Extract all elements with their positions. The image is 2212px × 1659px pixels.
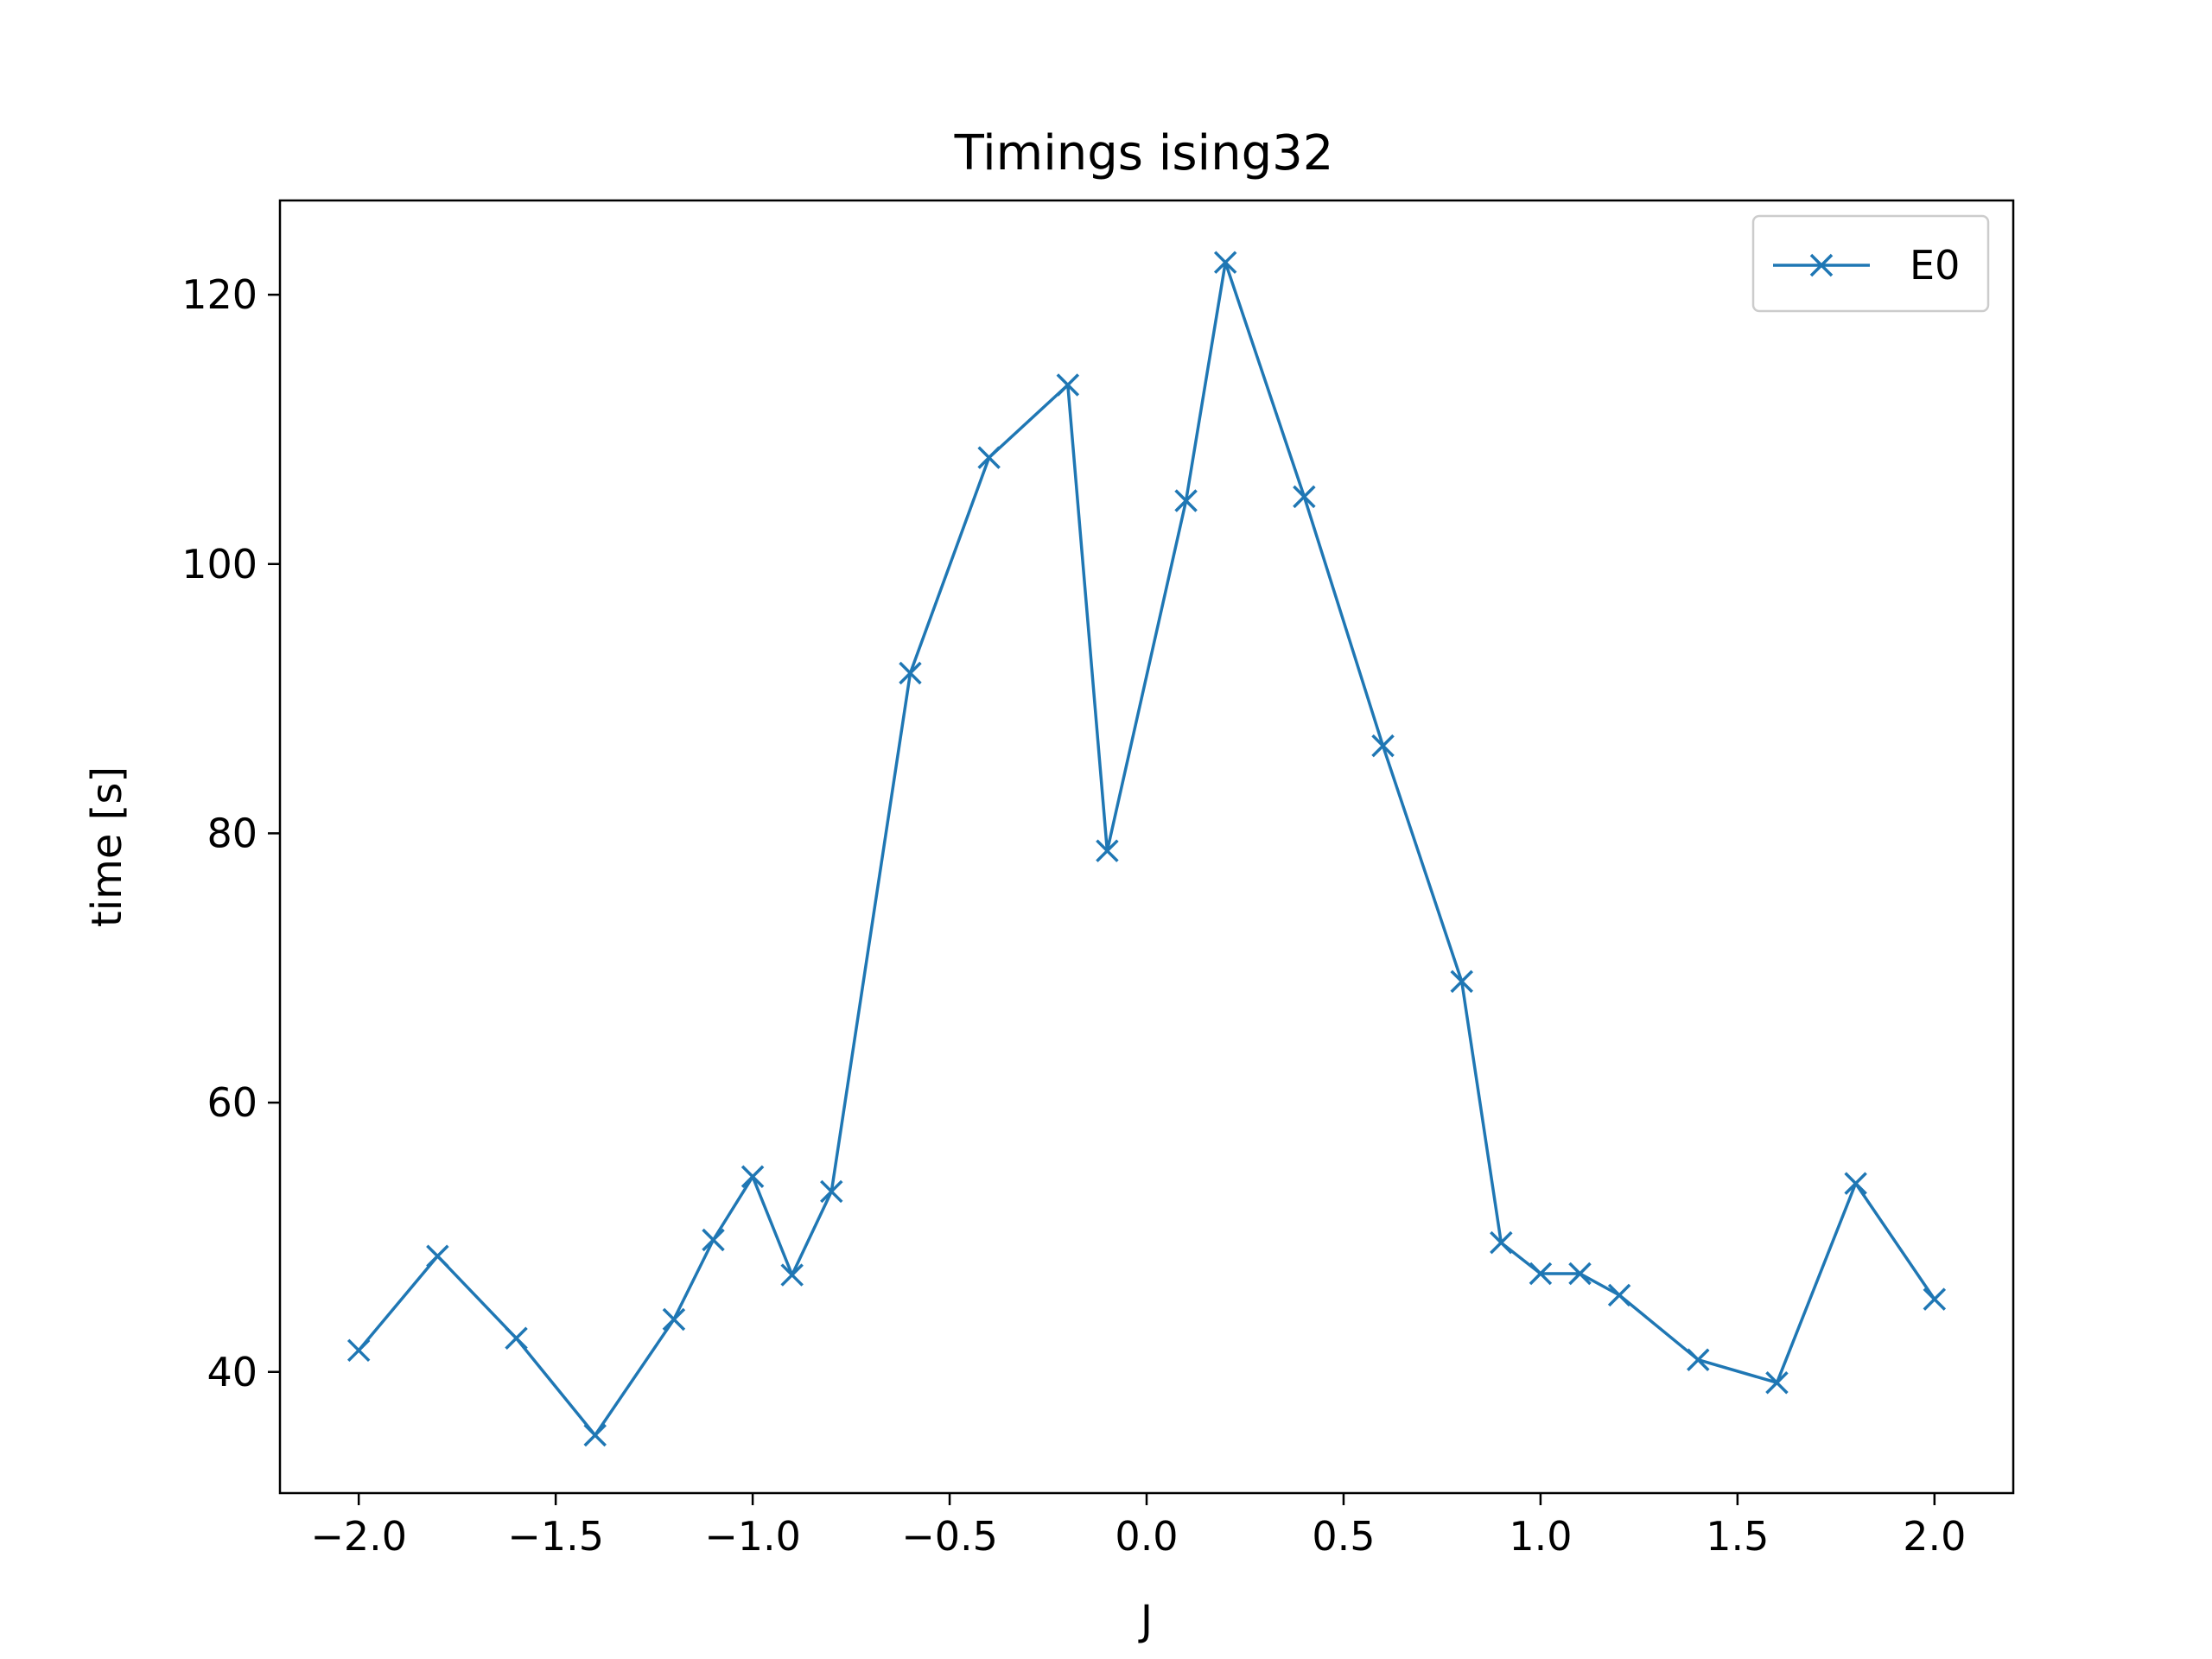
- data-point-marker: [1765, 1370, 1789, 1395]
- y-tick-label: 40: [207, 1349, 257, 1395]
- data-point-marker: [662, 1307, 686, 1332]
- x-tick-label: −1.0: [704, 1513, 801, 1560]
- data-point-marker: [780, 1263, 804, 1287]
- series-line-e0: [357, 260, 1936, 1437]
- legend-box: [1751, 214, 1990, 313]
- data-point-marker: [741, 1165, 765, 1189]
- data-point-marker: [426, 1244, 449, 1268]
- data-point-marker: [977, 446, 1001, 469]
- x-tick-label: 1.5: [1706, 1513, 1769, 1560]
- data-point-marker: [1293, 485, 1316, 509]
- plot-area: [346, 251, 1947, 1447]
- data-point-marker: [505, 1326, 528, 1351]
- data-point-marker: [1371, 734, 1395, 758]
- data-point-marker: [346, 1338, 371, 1363]
- data-point-marker: [1490, 1230, 1513, 1255]
- data-point-marker: [899, 661, 922, 685]
- data-point-marker: [1529, 1262, 1553, 1286]
- x-tick-label: −0.5: [901, 1513, 998, 1560]
- legend-label-e0: E0: [1910, 242, 1960, 289]
- data-point-marker: [1568, 1262, 1592, 1286]
- legend-marker-sample: [1809, 253, 1834, 277]
- x-tick-label: −2.0: [310, 1513, 407, 1560]
- y-tick-label: 120: [181, 271, 257, 318]
- x-tick-label: 0.0: [1115, 1513, 1178, 1560]
- y-axis-label: time [s]: [83, 766, 131, 927]
- data-point-marker: [1607, 1283, 1631, 1307]
- data-point-marker: [820, 1179, 843, 1204]
- data-point-marker: [1923, 1287, 1947, 1311]
- x-tick-label: 0.5: [1312, 1513, 1375, 1560]
- y-tick-label: 60: [207, 1079, 257, 1126]
- data-point-marker: [583, 1423, 607, 1447]
- x-tick-label: 2.0: [1903, 1513, 1966, 1560]
- data-point-marker: [1096, 839, 1119, 862]
- data-point-marker: [1056, 373, 1080, 397]
- data-point-marker: [1213, 251, 1237, 274]
- x-axis-label: J: [1138, 1597, 1153, 1645]
- y-tick-label: 80: [207, 810, 257, 856]
- x-tick-label: 1.0: [1509, 1513, 1572, 1560]
- data-point-marker: [702, 1228, 725, 1252]
- chart-title: Timings ising32: [954, 125, 1334, 181]
- data-point-marker: [1174, 489, 1198, 512]
- data-point-marker: [1844, 1172, 1867, 1195]
- data-point-marker: [1687, 1348, 1710, 1371]
- y-tick-label: 100: [181, 541, 257, 588]
- x-tick-label: −1.5: [507, 1513, 604, 1560]
- legend: E0: [1751, 214, 1990, 313]
- data-point-marker: [1450, 969, 1473, 994]
